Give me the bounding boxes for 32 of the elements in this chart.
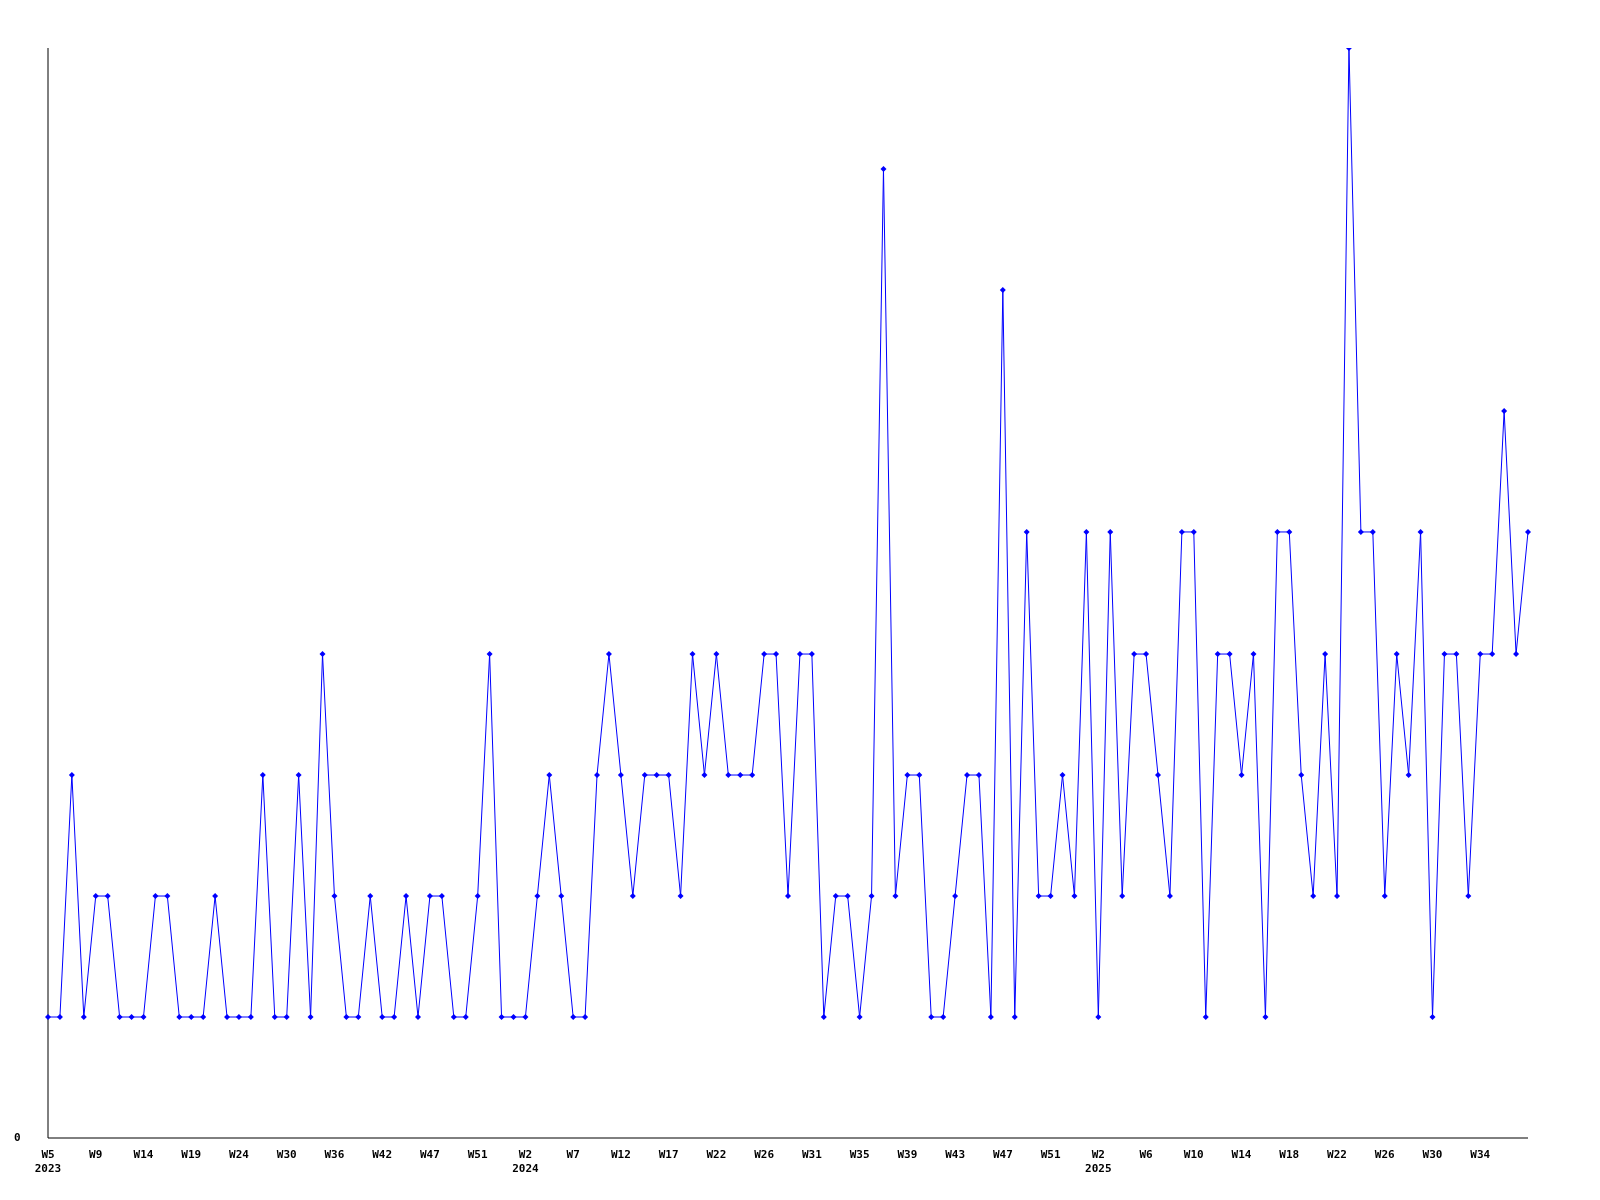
x-tick-label: W26 [1374,1148,1396,1161]
x-tick-label: W9 [89,1148,103,1161]
x-tick-label: W36 [324,1148,345,1161]
x-tick-label: W18 [1279,1148,1300,1161]
x-tick-label: W22 [706,1148,727,1161]
x-tick-label: W42 [372,1148,393,1161]
x-tick-label: W2 2024 [512,1148,540,1175]
x-tick-label: W26 [754,1148,775,1161]
x-tick-label: W6 [1139,1148,1154,1161]
x-tick-label: W34 [1470,1148,1491,1161]
x-tick-label: W10 [1183,1148,1204,1161]
x-tick-label: W51 [467,1148,488,1161]
x-tick-label: W43 [945,1148,966,1161]
x-tick-label: W31 [801,1148,823,1161]
x-tick-label: W47 [420,1148,440,1161]
x-tick-label: W17 [658,1148,679,1161]
x-tick-label: W24 [229,1148,250,1161]
x-tick-label: W7 [566,1148,580,1161]
x-tick-label: W51 [1040,1148,1061,1161]
x-tick-label: W30 [1422,1148,1443,1161]
x-tick-label: W2 2025 [1085,1148,1112,1175]
x-tick-label: W35 [849,1148,870,1161]
x-tick-label: W22 [1327,1148,1347,1161]
text: 0 [14,1131,21,1144]
x-tick-label: W39 [897,1148,918,1161]
x-tick-label: W19 [181,1148,202,1161]
x-tick-label: W5 2023 [34,1148,62,1175]
x-tick-label: W14 [133,1148,154,1161]
x-tick-label: W14 [1231,1148,1252,1161]
x-tick-label: W47 [992,1148,1013,1161]
x-tick-label: W30 [276,1148,297,1161]
x-tick-label: W12 [610,1148,631,1161]
